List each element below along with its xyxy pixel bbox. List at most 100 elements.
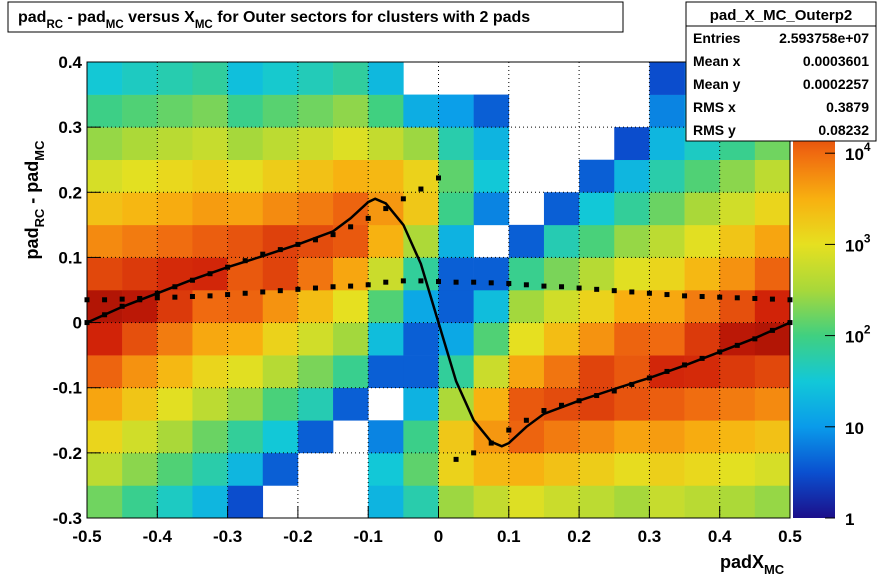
cell	[439, 62, 474, 95]
cell	[333, 290, 369, 323]
chart-title: padRC - padMC versus XMC for Outer secto…	[18, 9, 530, 31]
cell	[508, 290, 545, 323]
cell	[614, 387, 650, 421]
cell	[122, 485, 158, 519]
cell	[474, 225, 509, 258]
cell	[543, 192, 580, 226]
cell	[157, 420, 193, 454]
cell	[87, 192, 123, 226]
cell	[543, 355, 580, 389]
z-tick-label: 104	[845, 140, 871, 164]
cell	[649, 387, 685, 421]
x-tick-label: 0.2	[567, 527, 591, 546]
cell	[649, 62, 685, 95]
cell	[403, 192, 439, 226]
cell	[579, 322, 615, 356]
x-tick-label: -0.5	[72, 527, 101, 546]
cell	[333, 485, 368, 518]
cell	[262, 94, 299, 128]
title-frame	[7, 1, 624, 33]
stats-name: pad_X_MC_Outerp2	[710, 7, 853, 24]
cell	[262, 224, 299, 258]
cell	[579, 257, 615, 291]
cell	[754, 387, 791, 421]
profile-marker	[646, 290, 652, 296]
profile-marker	[400, 196, 406, 202]
profile-marker	[717, 294, 723, 300]
cell	[262, 322, 299, 356]
cell	[122, 452, 158, 486]
cell	[297, 322, 334, 356]
stats-value: 2.593758e+07	[779, 30, 869, 46]
cell	[719, 224, 756, 258]
cell	[262, 62, 299, 95]
cell	[684, 224, 720, 258]
cell	[508, 355, 545, 389]
cell	[157, 224, 193, 258]
cell	[368, 420, 404, 454]
cell	[122, 322, 158, 356]
cell	[719, 290, 756, 323]
stats-box: pad_X_MC_Outerp2 Entries 2.593758e+07 Mean …	[685, 1, 877, 142]
cell	[579, 290, 615, 323]
cell	[754, 420, 791, 454]
cell	[438, 387, 474, 421]
cell	[614, 257, 650, 291]
cell	[579, 95, 614, 128]
profile-marker	[559, 284, 565, 290]
cell	[87, 159, 123, 193]
cell	[262, 452, 299, 486]
cell	[614, 322, 650, 356]
cell	[227, 127, 264, 161]
profile-marker	[154, 295, 160, 301]
cell	[438, 420, 474, 454]
x-axis-title-part: padX	[720, 552, 764, 572]
y-axis-title-part: - pad	[22, 161, 42, 209]
cell	[157, 62, 193, 95]
cell	[719, 159, 756, 193]
cell	[157, 159, 193, 193]
cell	[157, 192, 193, 226]
cell	[262, 420, 299, 454]
title-box: padRC - padMC versus XMC for Outer secto…	[7, 1, 624, 33]
cell	[227, 322, 264, 356]
cell	[579, 62, 614, 95]
cell	[438, 485, 474, 519]
cell	[122, 420, 158, 454]
cell	[754, 355, 791, 389]
cell	[684, 159, 720, 193]
cell	[438, 192, 474, 226]
cell	[403, 127, 439, 161]
z-tick-exponent: 2	[864, 323, 871, 337]
cell	[684, 387, 720, 421]
profile-marker	[400, 278, 406, 284]
cell	[192, 322, 228, 356]
cell	[719, 192, 756, 226]
z-tick-base: 10	[845, 328, 864, 347]
cell	[684, 452, 720, 486]
cell	[754, 290, 791, 323]
cell	[262, 387, 299, 421]
x-tick-label: -0.2	[283, 527, 312, 546]
cell	[122, 94, 158, 128]
stats-value: 0.08232	[818, 122, 869, 138]
x-axis-title-part: MC	[764, 562, 784, 577]
cell	[508, 452, 545, 486]
cell	[684, 420, 720, 454]
profile-marker	[769, 296, 775, 302]
profile-marker	[436, 279, 441, 285]
cell	[614, 159, 650, 193]
cell	[122, 62, 158, 95]
cell	[614, 62, 649, 95]
profile-marker	[752, 295, 758, 301]
cell	[474, 62, 509, 95]
cell	[719, 387, 756, 421]
cell	[544, 127, 579, 160]
profile-marker	[119, 296, 125, 302]
cell	[403, 452, 439, 486]
cell	[192, 387, 228, 421]
cell	[438, 159, 474, 193]
cell	[297, 290, 334, 323]
cell	[333, 159, 369, 193]
cell	[649, 322, 685, 356]
